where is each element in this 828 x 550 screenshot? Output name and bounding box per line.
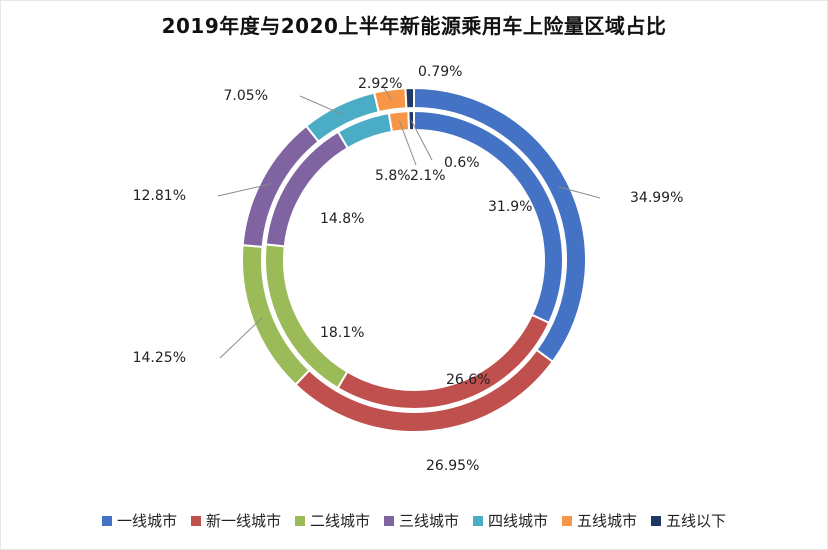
legend-label: 四线城市 [488, 512, 549, 530]
legend-item: 三线城市 [383, 510, 459, 531]
outer-leader-line-2 [219, 317, 263, 359]
outer-data-label-6: 0.79% [418, 64, 462, 80]
outer-data-label-2: 14.25% [133, 350, 186, 366]
inner-data-label-2: 18.1% [320, 325, 364, 341]
chart-title: 2019年度与2020上半年新能源乘用车上险量区域占比 [161, 14, 667, 38]
outer-data-label-4: 7.05% [224, 88, 268, 104]
legend-label: 五线城市 [577, 512, 638, 530]
outer-leader-line-4 [299, 95, 343, 115]
inner-data-label-6: 0.6% [444, 155, 480, 171]
inner-leader-line-6 [410, 120, 433, 161]
legend-item: 新一线城市 [190, 510, 281, 531]
legend-item: 四线城市 [473, 510, 548, 531]
inner-data-label-4: 5.8% [375, 168, 411, 184]
inner-data-label-0: 31.9% [488, 199, 532, 215]
inner-slice-5 [387, 110, 411, 134]
legend-item: 五线以下 [651, 510, 726, 531]
legend-item: 一线城市 [101, 510, 177, 531]
legend-item: 五线城市 [562, 510, 637, 531]
legend-label: 新一线城市 [205, 512, 281, 530]
legend-swatch [473, 515, 483, 526]
legend: 一线城市 新一线城市 二线城市 三线城市 四线城市 五线城市 五线以下 [0, 510, 828, 531]
outer-leader-line-3 [217, 183, 272, 197]
legend-swatch [651, 515, 662, 526]
legend-label: 一线城市 [116, 512, 177, 530]
legend-swatch [190, 515, 201, 526]
legend-swatch [101, 515, 112, 526]
outer-leader-line-5 [383, 87, 392, 100]
outer-slice-6 [404, 86, 415, 110]
legend-label: 二线城市 [309, 512, 370, 530]
outer-data-label-5: 2.92% [358, 76, 402, 92]
legend-label: 五线以下 [666, 512, 727, 530]
legend-swatch [383, 515, 394, 526]
legend-item: 二线城市 [294, 510, 370, 531]
inner-slice-6 [407, 109, 415, 132]
inner-data-label-1: 26.6% [446, 372, 490, 388]
outer-leader-line-0 [558, 186, 601, 199]
inner-data-label-3: 14.8% [320, 211, 364, 227]
legend-swatch [294, 515, 305, 526]
outer-data-label-0: 34.99% [630, 190, 683, 206]
inner-data-label-5: 2.1% [410, 168, 446, 184]
legend-swatch [562, 515, 573, 526]
legend-label: 三线城市 [398, 512, 459, 530]
outer-data-label-1: 26.95% [426, 458, 479, 474]
inner-leader-line-5 [399, 121, 417, 166]
outer-data-label-3: 12.81% [133, 188, 186, 204]
